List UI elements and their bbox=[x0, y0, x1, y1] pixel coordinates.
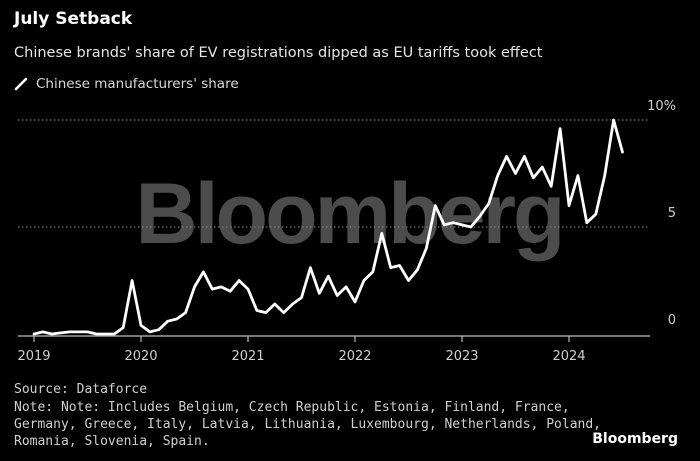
watermark-text: Bloomberg bbox=[136, 166, 563, 262]
note-line-2: Germany, Greece, Italy, Latvia, Lithuani… bbox=[14, 417, 601, 432]
legend: Chinese manufacturers' share bbox=[14, 76, 239, 92]
note-line-1: Note: Note: Includes Belgium, Czech Repu… bbox=[14, 400, 570, 415]
source-text: Source: Dataforce bbox=[14, 382, 148, 397]
chart-title: July Setback bbox=[14, 9, 133, 29]
bloomberg-logo: Bloomberg bbox=[592, 431, 678, 447]
note-line-3: Romania, Slovenia, Spain. bbox=[14, 434, 210, 449]
x-tick-label: 2022 bbox=[338, 349, 371, 364]
x-tick-label: 2019 bbox=[17, 349, 50, 364]
y-tick-label: 5 bbox=[668, 206, 676, 221]
x-tick-label: 2024 bbox=[552, 349, 585, 364]
legend-line-icon bbox=[14, 77, 28, 91]
x-tick-label: 2020 bbox=[124, 349, 157, 364]
y-tick-label: 10% bbox=[647, 99, 676, 114]
legend-label: Chinese manufacturers' share bbox=[36, 76, 239, 92]
chart-subtitle: Chinese brands' share of EV registration… bbox=[14, 45, 543, 61]
series-line bbox=[32, 118, 624, 336]
x-tick-label: 2021 bbox=[231, 349, 264, 364]
y-tick-label: 0 bbox=[668, 313, 676, 328]
x-tick-label: 2023 bbox=[445, 349, 478, 364]
